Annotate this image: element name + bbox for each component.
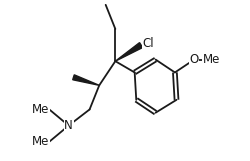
Polygon shape xyxy=(73,75,99,85)
Polygon shape xyxy=(115,43,143,61)
Text: O: O xyxy=(190,53,199,66)
Text: Me: Me xyxy=(203,53,220,66)
Text: Cl: Cl xyxy=(143,37,154,50)
Text: Me: Me xyxy=(32,135,49,148)
Text: N: N xyxy=(64,119,73,132)
Text: Me: Me xyxy=(32,103,49,116)
